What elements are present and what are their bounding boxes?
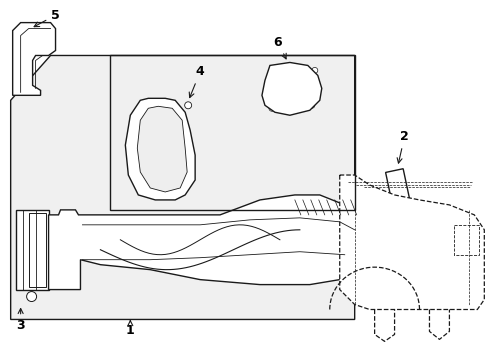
Circle shape <box>308 102 314 108</box>
Polygon shape <box>339 175 483 310</box>
Text: 3: 3 <box>16 309 25 332</box>
Bar <box>160 238 180 248</box>
Bar <box>30 230 35 237</box>
Bar <box>30 278 35 285</box>
Polygon shape <box>453 225 478 255</box>
Text: 5: 5 <box>34 9 60 27</box>
Bar <box>17 278 21 285</box>
Circle shape <box>20 37 27 45</box>
Bar <box>17 270 21 276</box>
Circle shape <box>399 203 404 208</box>
Circle shape <box>268 105 274 111</box>
Polygon shape <box>11 55 354 319</box>
Text: 4: 4 <box>189 66 204 98</box>
Polygon shape <box>137 106 187 192</box>
Bar <box>17 220 21 227</box>
Bar <box>30 250 35 257</box>
Circle shape <box>184 102 191 109</box>
Polygon shape <box>16 210 48 289</box>
Bar <box>30 270 35 276</box>
Polygon shape <box>125 98 195 200</box>
Bar <box>277 75 305 99</box>
Circle shape <box>394 182 399 187</box>
Bar <box>17 240 21 247</box>
Polygon shape <box>48 195 354 289</box>
Circle shape <box>311 67 317 73</box>
Bar <box>17 260 21 267</box>
Bar <box>95 240 117 252</box>
Text: 1: 1 <box>126 321 134 337</box>
Circle shape <box>20 81 27 89</box>
Polygon shape <box>385 169 413 221</box>
Polygon shape <box>29 213 45 287</box>
Bar <box>30 220 35 227</box>
Text: 2: 2 <box>396 130 408 163</box>
Polygon shape <box>262 62 321 115</box>
Bar <box>30 260 35 267</box>
Circle shape <box>42 37 50 45</box>
Polygon shape <box>13 23 56 95</box>
Bar <box>17 230 21 237</box>
Circle shape <box>268 67 274 73</box>
Bar <box>30 240 35 247</box>
Bar <box>17 250 21 257</box>
Circle shape <box>26 292 37 302</box>
Text: 6: 6 <box>273 36 285 59</box>
